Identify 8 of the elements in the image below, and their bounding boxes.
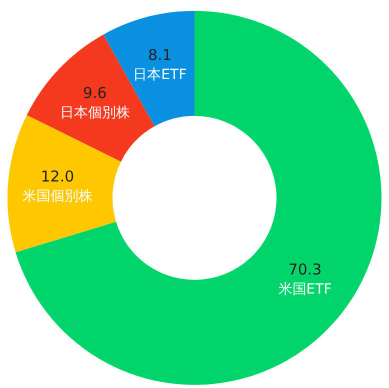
data-label: 8.1	[148, 46, 172, 64]
data-label: 12.0	[40, 168, 74, 186]
slice-label: 米国ETF	[278, 282, 332, 298]
data-label: 9.6	[82, 84, 107, 102]
slice-label: 米国個別株	[22, 188, 92, 205]
slice-label: 日本ETF	[133, 66, 187, 83]
data-label: 70.3	[288, 260, 322, 279]
slice-label: 日本個別株	[60, 105, 130, 122]
